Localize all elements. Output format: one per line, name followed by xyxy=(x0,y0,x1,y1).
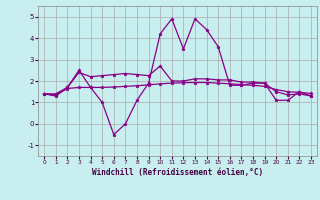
X-axis label: Windchill (Refroidissement éolien,°C): Windchill (Refroidissement éolien,°C) xyxy=(92,168,263,177)
